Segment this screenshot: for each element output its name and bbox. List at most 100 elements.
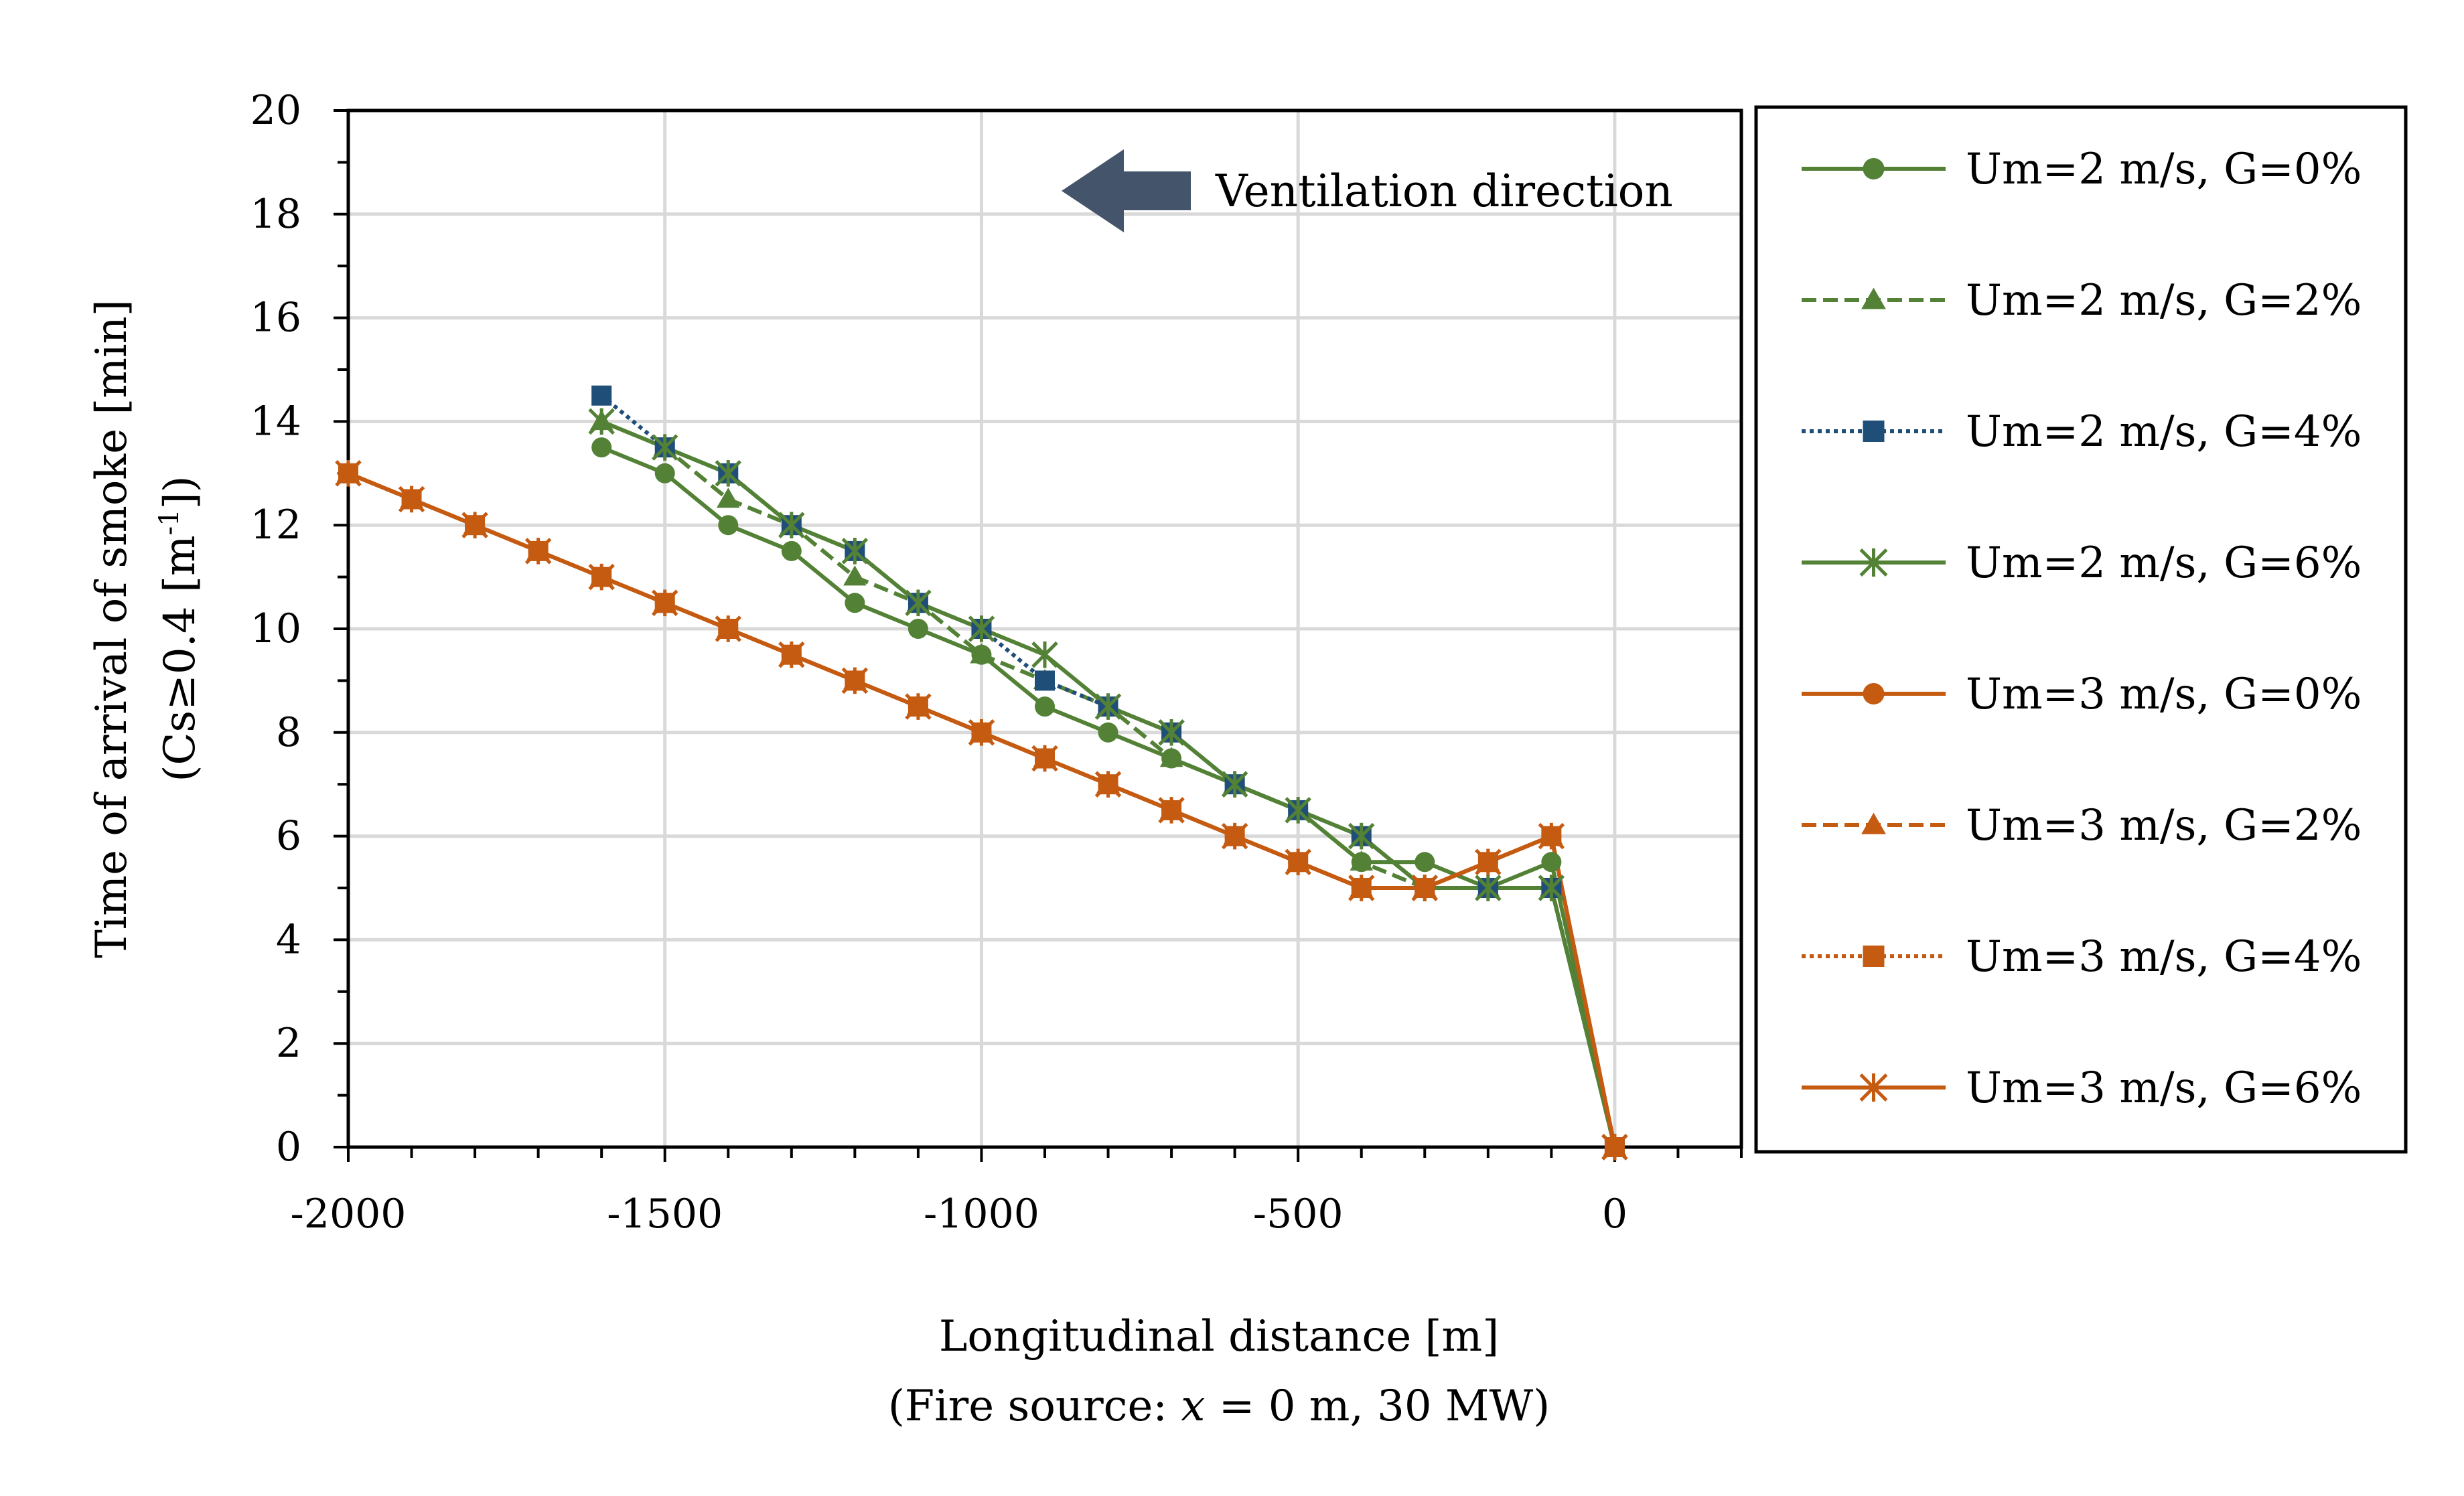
legend-label: Um=2 m/s, G=4% bbox=[1966, 407, 2362, 457]
y-tick-label: 2 bbox=[276, 1020, 301, 1067]
x-tick-label: -1000 bbox=[924, 1191, 1039, 1238]
legend-item: Um=2 m/s, G=4% bbox=[1802, 407, 2362, 457]
series-8-point bbox=[1538, 822, 1565, 850]
legend-label: Um=2 m/s, G=0% bbox=[1966, 145, 2362, 194]
y-tick-labels: 0 2 4 6 8 10 12 14 16 18 20 bbox=[250, 87, 301, 1171]
series-8-point bbox=[588, 563, 615, 591]
series-1-point bbox=[781, 540, 802, 561]
legend-marker bbox=[1859, 548, 1888, 577]
series-8-point bbox=[1094, 771, 1122, 798]
legend-label: Um=2 m/s, G=6% bbox=[1966, 538, 2362, 588]
series-8-point bbox=[461, 512, 488, 538]
series-8-point bbox=[1285, 848, 1311, 876]
series-8-point bbox=[778, 641, 805, 668]
series-1-point bbox=[1541, 852, 1562, 873]
series-4-point bbox=[841, 538, 869, 565]
series-8-point bbox=[1221, 822, 1248, 850]
series-8-point bbox=[1158, 797, 1185, 824]
legend-marker bbox=[1861, 812, 1886, 834]
legend-item: Um=3 m/s, G=0% bbox=[1802, 670, 2362, 719]
series-2-point bbox=[1350, 850, 1373, 871]
y-tick-label: 20 bbox=[250, 87, 301, 134]
y-tick-label: 18 bbox=[250, 191, 301, 238]
x-axis-subtitle: (Fire source: x = 0 m, 30 MW) bbox=[888, 1381, 1550, 1431]
y-tick-label: 6 bbox=[276, 813, 301, 860]
series-1-point bbox=[718, 515, 739, 536]
legend-item: Um=2 m/s, G=0% bbox=[1802, 145, 2362, 194]
legend-label: Um=3 m/s, G=2% bbox=[1966, 801, 2362, 850]
legend-marker bbox=[1859, 1073, 1888, 1102]
series-8-point bbox=[841, 667, 869, 694]
y-tick-label: 0 bbox=[276, 1124, 301, 1171]
series-8-point bbox=[1411, 875, 1439, 901]
ventilation-annotation: Ventilation direction bbox=[1062, 149, 1673, 232]
series-8-point bbox=[905, 693, 932, 720]
series-8-point bbox=[524, 538, 552, 565]
series-1-point bbox=[1035, 696, 1055, 717]
series-4-point bbox=[1094, 693, 1122, 720]
y-tick-label: 10 bbox=[250, 605, 301, 652]
x-tick-labels: -2000 -1500 -1000 -500 0 bbox=[291, 1191, 1627, 1238]
series-8-point bbox=[968, 719, 995, 746]
x-tick-label: 0 bbox=[1602, 1191, 1627, 1238]
x-axis-title: Longitudinal distance [m] bbox=[939, 1312, 1499, 1361]
legend-item: Um=2 m/s, G=2% bbox=[1802, 276, 2362, 325]
series-4-point bbox=[1475, 875, 1502, 901]
series-2-point bbox=[970, 643, 993, 664]
series-4-point bbox=[1031, 641, 1058, 668]
series-8-point bbox=[1031, 745, 1058, 772]
series-4-point bbox=[905, 589, 932, 617]
x-tick-label: -500 bbox=[1253, 1191, 1344, 1238]
ventilation-arrow-left-icon bbox=[1062, 149, 1191, 232]
series-4-point bbox=[1348, 822, 1375, 850]
series-3-point bbox=[591, 385, 612, 406]
series-2-point bbox=[717, 488, 740, 508]
series-1-point bbox=[654, 463, 675, 483]
legend-label: Um=3 m/s, G=4% bbox=[1966, 932, 2362, 982]
series-3-point bbox=[1035, 670, 1055, 691]
series-1-point bbox=[591, 437, 612, 458]
series-4-point bbox=[651, 434, 678, 461]
series-1-point bbox=[1098, 722, 1118, 743]
series-8-point bbox=[335, 460, 362, 487]
series-1-point bbox=[908, 619, 928, 639]
series-4-point bbox=[1158, 719, 1185, 746]
legend-label: Um=3 m/s, G=0% bbox=[1966, 670, 2362, 719]
series-1-point bbox=[1415, 852, 1435, 873]
series-1-point bbox=[845, 593, 865, 613]
legend-marker bbox=[1863, 946, 1885, 967]
y-tick-label: 12 bbox=[250, 502, 301, 548]
legend-marker bbox=[1861, 287, 1886, 309]
series-4-point bbox=[1285, 797, 1311, 824]
legend-label: Um=2 m/s, G=2% bbox=[1966, 276, 2362, 325]
y-tick-label: 4 bbox=[276, 916, 301, 963]
legend-marker bbox=[1863, 421, 1885, 442]
series-8-point bbox=[1601, 1134, 1628, 1161]
series-8-point bbox=[1475, 848, 1502, 876]
legend-item: Um=2 m/s, G=6% bbox=[1802, 538, 2362, 588]
legend-box bbox=[1754, 105, 2408, 1154]
legend-marker bbox=[1863, 683, 1885, 704]
x-tick-label: -2000 bbox=[291, 1191, 407, 1238]
legend-item: Um=3 m/s, G=6% bbox=[1802, 1063, 2362, 1113]
x-tick-label: -1500 bbox=[607, 1191, 723, 1238]
legend-marker bbox=[1863, 158, 1885, 179]
series-4-point bbox=[588, 408, 615, 435]
ventilation-direction-label: Ventilation direction bbox=[1215, 165, 1673, 217]
series-2-point bbox=[1159, 747, 1183, 767]
y-tick-label: 8 bbox=[276, 709, 301, 756]
legend: Um=2 m/s, G=0% Um=2 m/s, G=2% Um=2 m/s, G=… bbox=[1802, 145, 2362, 1113]
series-8-point bbox=[715, 615, 742, 642]
y-axis-subtitle: (Cs≥0.4 [m-1]) bbox=[154, 475, 205, 781]
series-4-point bbox=[1538, 875, 1565, 901]
y-axis-title: Time of arrival of smoke [min] bbox=[87, 299, 137, 958]
series-2-point bbox=[843, 565, 867, 586]
legend-label: Um=3 m/s, G=6% bbox=[1966, 1063, 2362, 1113]
legend-item: Um=3 m/s, G=4% bbox=[1802, 932, 2362, 982]
series-8-point bbox=[1348, 875, 1375, 901]
series-4-point bbox=[778, 512, 805, 538]
y-tick-label: 16 bbox=[250, 295, 301, 342]
legend-item: Um=3 m/s, G=2% bbox=[1802, 801, 2362, 850]
series-4-point bbox=[968, 615, 995, 642]
